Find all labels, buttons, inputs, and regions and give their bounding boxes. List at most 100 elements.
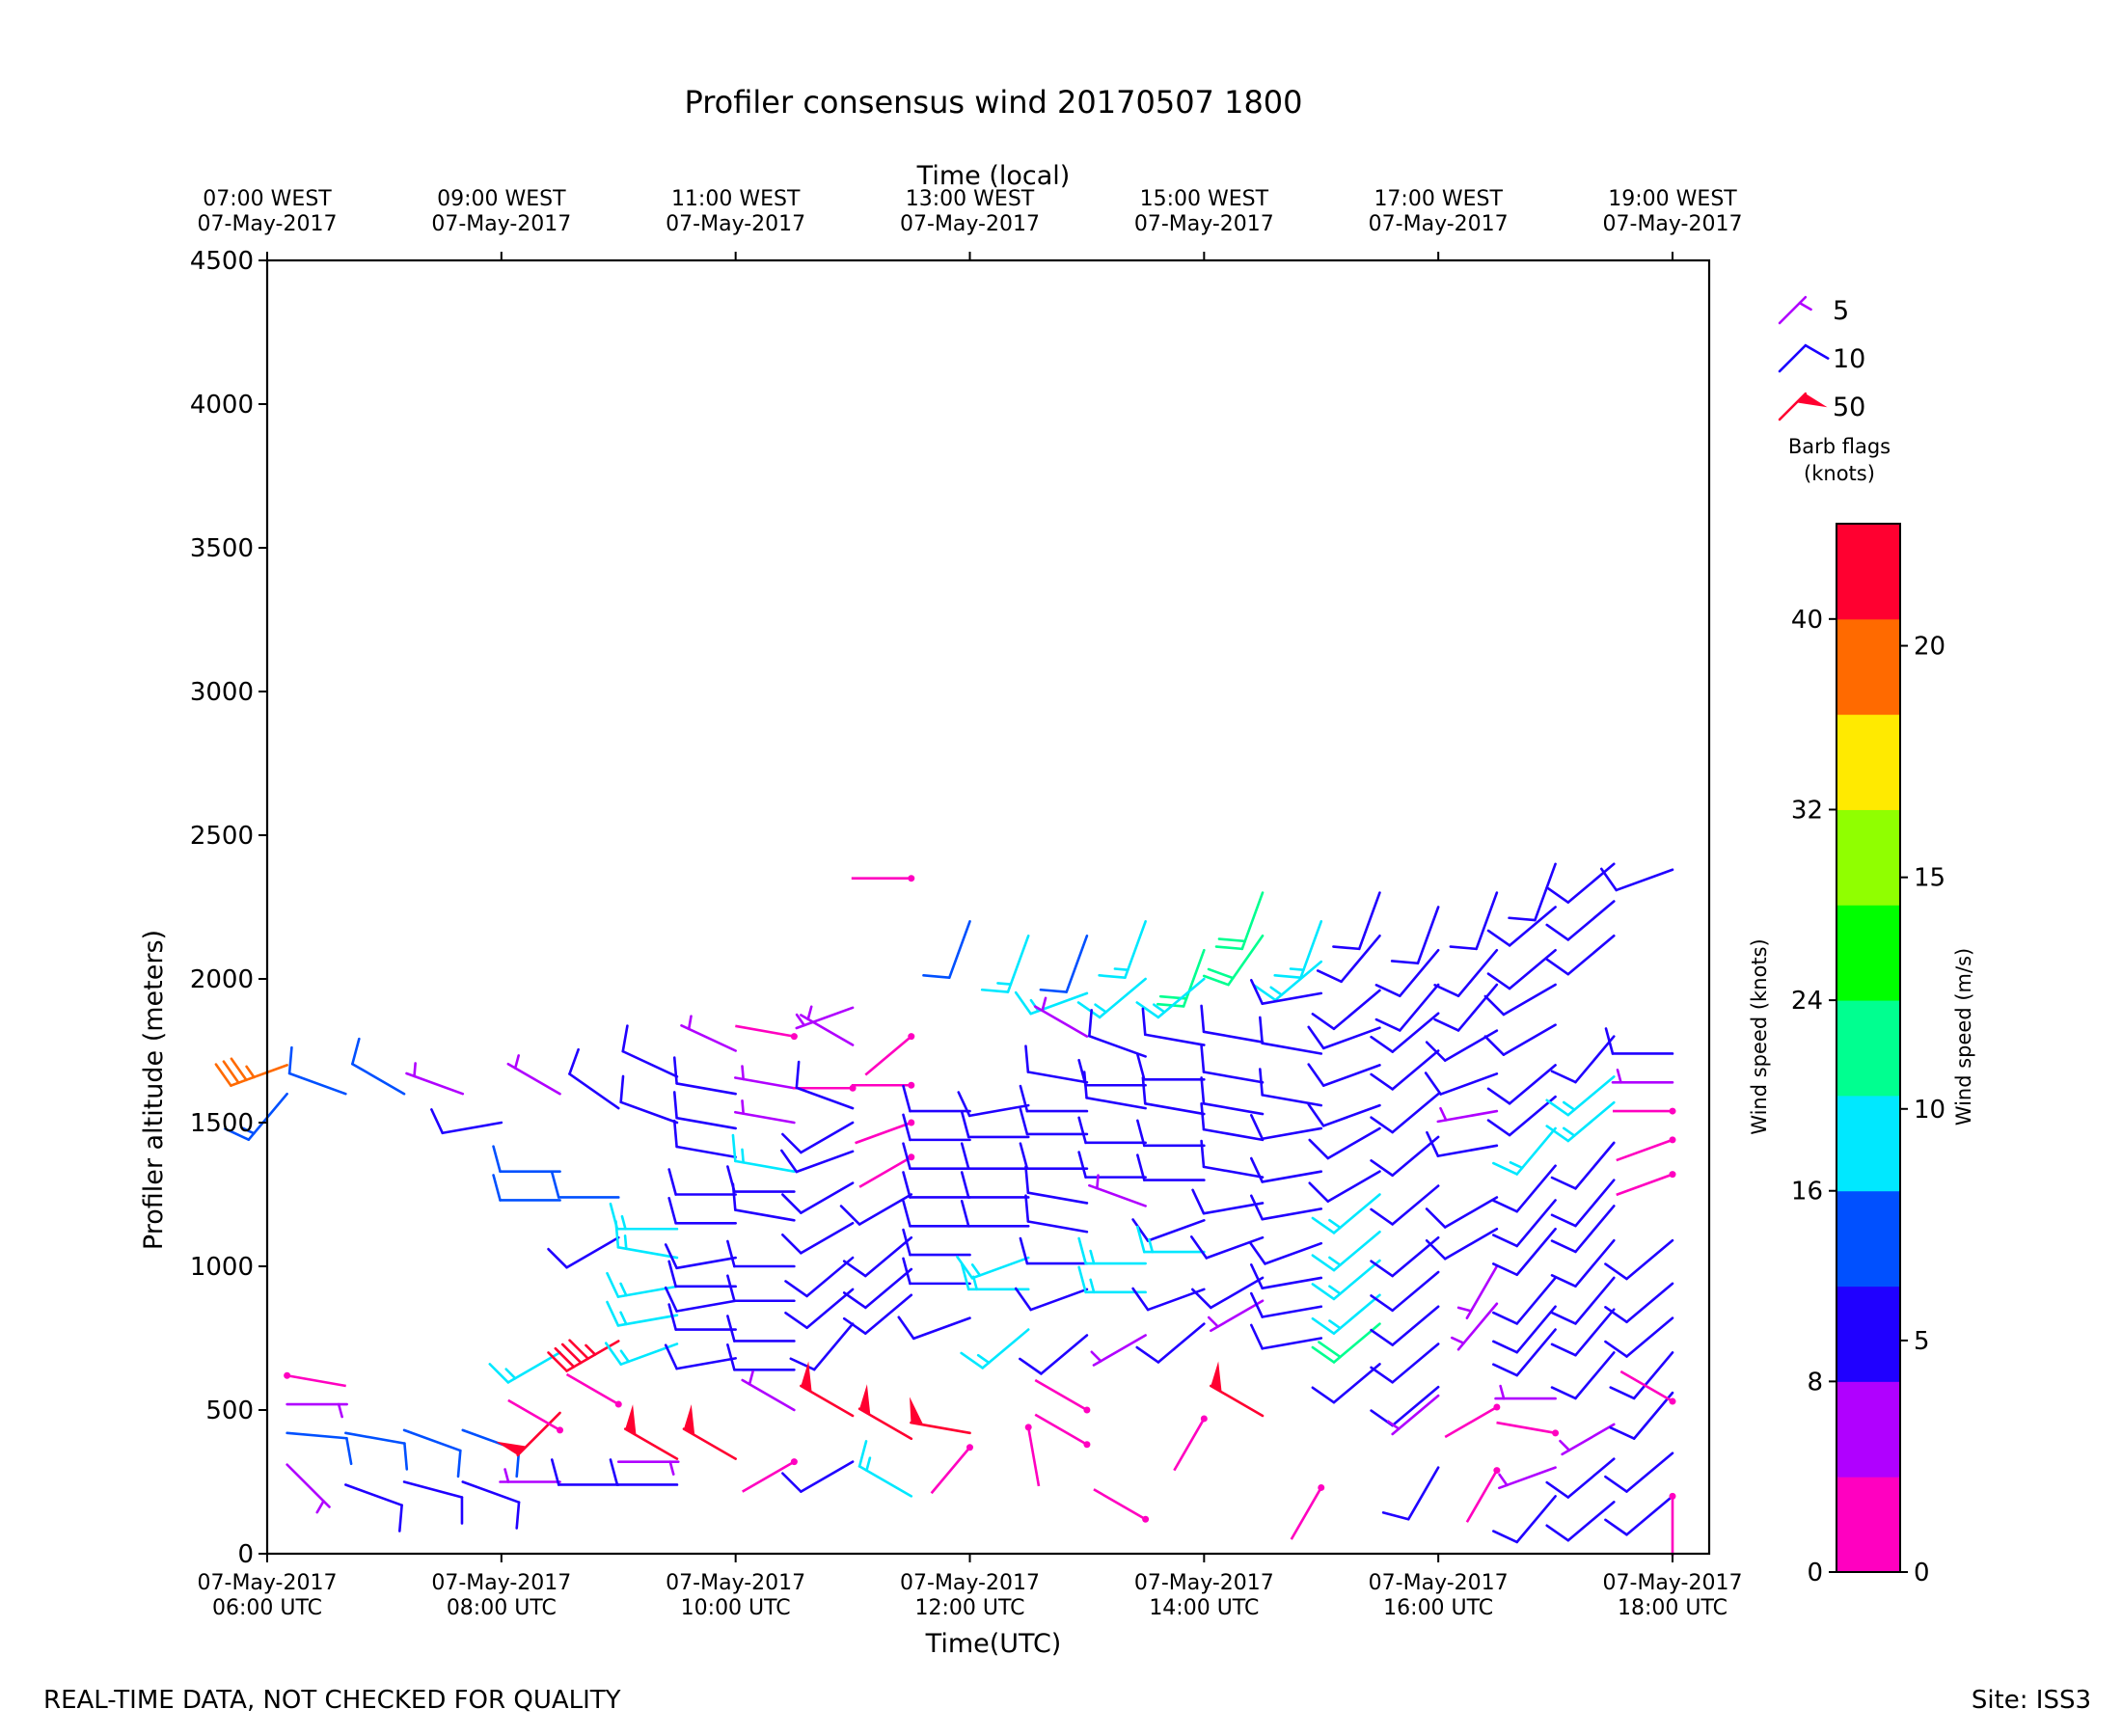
wind-barb <box>1616 1136 1676 1162</box>
wind-barb <box>842 1293 913 1335</box>
wind-barb <box>795 1060 855 1110</box>
wind-barb <box>547 1339 620 1372</box>
x-tick-label: 07-May-2017 <box>1369 1571 1509 1595</box>
wind-barb <box>1433 948 1499 997</box>
top-x-tick-label: 15:00 WEST <box>1140 187 1269 211</box>
barb-full <box>1249 1323 1264 1350</box>
x-tick-label: 18:00 UTC <box>1618 1596 1728 1620</box>
x-tick-label: 07-May-2017 <box>900 1571 1040 1595</box>
wind-barb <box>1252 960 1323 1002</box>
barb-staff <box>857 1193 913 1226</box>
barb-staff <box>1443 1196 1499 1229</box>
wind-barb <box>780 1149 855 1174</box>
barb-staff <box>507 1398 561 1431</box>
wind-barb <box>1545 1501 1616 1542</box>
barb-staff <box>1033 1005 1089 1038</box>
barb-full <box>726 1274 736 1303</box>
barb-full <box>1599 867 1619 892</box>
barb-staff <box>741 1378 796 1412</box>
barb-full <box>397 1504 403 1533</box>
colorbar-ms-label: 20 <box>1914 633 1945 662</box>
colorbar-knot-label: 16 <box>1791 1178 1823 1207</box>
barb-half <box>1559 1439 1571 1451</box>
barb-full <box>1088 1009 1093 1038</box>
barb-full <box>1077 1265 1087 1294</box>
wind-barb <box>547 1235 620 1269</box>
legend: 5 10 50 <box>1778 295 1865 422</box>
barb-full <box>839 1205 861 1226</box>
x-tick-label: 10:00 UTC <box>681 1596 791 1620</box>
wind-barb <box>784 1288 855 1329</box>
top-x-tick-label: 07-May-2017 <box>900 212 1040 236</box>
wind-barb <box>1550 1276 1616 1325</box>
barb-staff <box>1202 1101 1265 1116</box>
colorbar-segment <box>1836 524 1900 620</box>
wind-barb <box>287 1045 347 1096</box>
barb-full <box>957 1091 971 1118</box>
barb-half <box>413 1062 417 1078</box>
barb-staff <box>1299 920 1323 979</box>
barb-staff <box>1290 1486 1322 1540</box>
wind-barb <box>1450 1302 1499 1351</box>
wind-barb <box>1316 934 1381 984</box>
barb-full <box>1248 1241 1266 1265</box>
wind-barb <box>1311 1293 1381 1335</box>
barb-full <box>1486 1087 1511 1105</box>
wind-barb <box>496 1411 561 1457</box>
barb-half <box>503 1468 510 1483</box>
barb-staff <box>1261 1126 1323 1141</box>
barb-full <box>956 1255 974 1280</box>
wind-barb <box>1545 862 1616 904</box>
colorbar-knot-label: 32 <box>1791 796 1823 825</box>
barb-staff <box>1534 862 1557 922</box>
barb-full <box>731 1133 737 1163</box>
barb-staff <box>1574 1351 1616 1400</box>
wind-barb <box>1200 1076 1265 1116</box>
wind-barb <box>351 1037 406 1096</box>
barb-staff <box>1321 1103 1381 1127</box>
barb-full <box>621 1024 629 1053</box>
barb-staff <box>1616 1173 1673 1197</box>
wind-barb <box>1088 1009 1147 1058</box>
wind-barb <box>1273 920 1323 979</box>
barb-staff <box>1321 1064 1381 1087</box>
barb-staff <box>286 1431 348 1440</box>
wind-barb <box>1604 1238 1674 1281</box>
barb-full <box>1307 1102 1325 1127</box>
barb-half <box>976 1353 991 1365</box>
barb-staff <box>1515 1495 1557 1544</box>
barb-full <box>1492 1199 1519 1213</box>
barb-staff <box>286 1463 331 1508</box>
wind-barb <box>1173 1415 1208 1472</box>
barb-full <box>1492 1311 1519 1325</box>
barb-staff <box>675 1082 737 1096</box>
barb-staff <box>1391 1235 1440 1278</box>
barb-full <box>560 1343 583 1365</box>
wind-barb <box>1202 934 1265 987</box>
x-tick-label: 07-May-2017 <box>1603 1571 1743 1595</box>
barb-full <box>780 1149 799 1174</box>
barb-full <box>430 1108 445 1135</box>
top-x-tick-label: 07-May-2017 <box>431 212 571 236</box>
wind-barb <box>550 1171 620 1199</box>
wind-barb <box>1559 1423 1616 1456</box>
barb-half <box>619 1349 630 1364</box>
x-tick-label: 16:00 UTC <box>1383 1596 1493 1620</box>
barb-staff <box>1093 1488 1147 1521</box>
barb-staff <box>863 1293 913 1335</box>
x-axis-label: Time(UTC) <box>925 1629 1062 1659</box>
barb-staff <box>734 1076 796 1090</box>
barb-full <box>1131 1218 1150 1242</box>
wind-barb <box>621 1024 679 1078</box>
barb-full <box>1381 1511 1410 1521</box>
barb-staff <box>1034 1378 1088 1412</box>
barb-half <box>240 1126 256 1135</box>
top-x-tick-label: 07:00 WEST <box>203 187 332 211</box>
wind-barb <box>1486 906 1557 947</box>
barb-full <box>224 1127 251 1141</box>
barb-staff <box>1778 295 1808 325</box>
colorbar-segment <box>1836 1477 1900 1573</box>
colorbar-ms-label: 5 <box>1914 1327 1930 1356</box>
barb-full <box>664 1286 678 1313</box>
wind-barb <box>1465 1467 1501 1523</box>
